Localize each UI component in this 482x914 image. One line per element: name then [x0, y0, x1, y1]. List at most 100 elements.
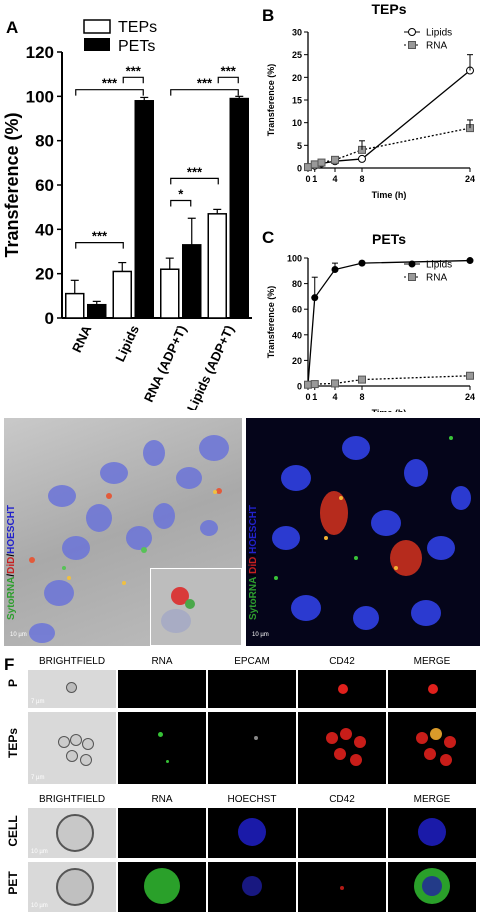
cells-fluorescence-illustration [272, 436, 471, 630]
marker-lipids [358, 259, 366, 267]
micrograph-fluorescence: 10 µm [246, 418, 480, 646]
marker-rna [466, 371, 474, 380]
x-tick-label: 4 [332, 174, 337, 184]
micrograph-brightfield-overlay: 10 µm [4, 418, 242, 646]
significance-label: *** [126, 63, 142, 78]
legend-label: Lipids [426, 28, 452, 39]
series-line-lipids [307, 70, 471, 168]
significance-bracket [217, 76, 239, 84]
legend-label-pets: PETs [118, 38, 155, 55]
x-tick-label: 24 [465, 392, 475, 402]
bar-pets [229, 97, 249, 319]
marker-rna [304, 380, 312, 389]
tile-cell-hoechst [208, 808, 296, 858]
x-tick-label: 0 [305, 174, 310, 184]
significance-label: *** [187, 164, 203, 179]
category-label-a: Lipids [112, 323, 142, 364]
line-chart-teps: TEPs 0 5 10 15 20 25 30 0 1 4 8 24 Time (h) Transferen… [266, 1, 475, 200]
chart-title: TEPs [371, 1, 406, 17]
marker-rna [310, 160, 319, 169]
bar-pets [182, 244, 202, 319]
y-axis-label: Transference (%) [266, 64, 276, 137]
tile-p-epcam [208, 670, 296, 708]
tile-pet-brightfield [28, 862, 116, 912]
tile-p-merge [388, 670, 476, 708]
significance-bracket [122, 76, 144, 84]
y-axis-label-a: Transference (%) [2, 112, 22, 257]
marker-lipids [466, 257, 474, 265]
tile-pet-hoechst [208, 862, 296, 912]
scale-bar-f-p: 7 µm [31, 699, 45, 705]
tile-pet-merge [388, 862, 476, 912]
inset-zoom [150, 568, 242, 646]
x-tick-label: 1 [312, 174, 317, 184]
y-tick-label-a: 80 [35, 132, 54, 151]
significance-bracket [170, 177, 219, 185]
tile-pet-cd42 [298, 862, 386, 912]
y-tick-label: 0 [297, 164, 302, 174]
marker-rna [310, 380, 319, 389]
series-line-rna [307, 127, 471, 168]
header-brightfield-top: BRIGHTFIELD [38, 656, 106, 667]
cells-illustration [29, 435, 229, 643]
y-tick-label: 100 [287, 254, 302, 264]
row-label-teps: TEPs [6, 728, 20, 759]
scale-bar-f-cell: 10 µm [31, 849, 48, 855]
significance-bracket [75, 89, 144, 96]
tile-cell-merge [388, 808, 476, 858]
tile-p-rna [118, 670, 206, 708]
tile-teps-rna [118, 712, 206, 784]
y-tick-label-a: 60 [35, 176, 54, 195]
y-tick-label: 80 [292, 279, 302, 289]
marker-rna [358, 375, 366, 384]
significance-label: *** [197, 76, 213, 91]
significance-bracket [75, 242, 124, 249]
scale-bar-f-teps: 7 µm [31, 775, 45, 781]
legend-swatch-pets [84, 38, 110, 51]
marker-rna [331, 155, 339, 164]
y-tick-label-a: 40 [35, 220, 54, 239]
y-tick-label-a: 120 [26, 43, 54, 62]
line-chart-pets: PETs 0 20 40 60 80 100 01 4 8 24 Time (h) Transferen… [266, 231, 475, 412]
legend-label: RNA [426, 273, 447, 284]
chart-title: PETs [372, 231, 406, 247]
marker-rna [304, 163, 312, 172]
header-cd42-top: CD42 [329, 656, 355, 667]
y-tick-label: 20 [292, 73, 302, 83]
bar-teps [65, 292, 85, 319]
significance-label: * [178, 187, 184, 202]
legend-label: Lipids [426, 260, 452, 271]
y-tick-label: 20 [292, 356, 302, 366]
legend-marker [408, 260, 416, 268]
tile-teps-merge [388, 712, 476, 784]
bar-teps [207, 213, 227, 319]
marker-rna [331, 379, 339, 388]
significance-label: *** [102, 76, 118, 91]
category-label-a: RNA (ADP+T) [141, 323, 190, 405]
legend-marker [408, 28, 416, 36]
bar-pets [134, 100, 154, 319]
panel-letter-f: F [4, 655, 15, 674]
y-tick-label-a: 100 [26, 87, 54, 106]
y-tick-label: 40 [292, 330, 302, 340]
scale-bar-e: 10 µm [252, 632, 269, 638]
header-epcam: EPCAM [234, 656, 270, 667]
tile-teps-epcam [208, 712, 296, 784]
panel-letter-b: B [262, 6, 275, 25]
tile-cell-rna [118, 808, 206, 858]
legend-label-teps: TEPs [118, 19, 157, 36]
bar-teps [112, 270, 132, 319]
bar-teps [160, 268, 180, 319]
header-merge-top: MERGE [413, 656, 451, 667]
category-label-a: Lipids (ADP+T) [184, 323, 237, 410]
marker-rna [317, 158, 326, 167]
row-label-p: P [6, 679, 20, 688]
x-tick-label: 8 [359, 174, 364, 184]
legend-swatch-teps [83, 19, 111, 34]
tile-p-brightfield [28, 670, 116, 708]
y-tick-label-a: 0 [45, 309, 54, 328]
x-tick-label: 24 [465, 174, 475, 184]
y-tick-label: 15 [292, 96, 302, 106]
header-brightfield-bottom: BRIGHTFIELD [38, 794, 106, 805]
marker-lipids [358, 154, 366, 163]
